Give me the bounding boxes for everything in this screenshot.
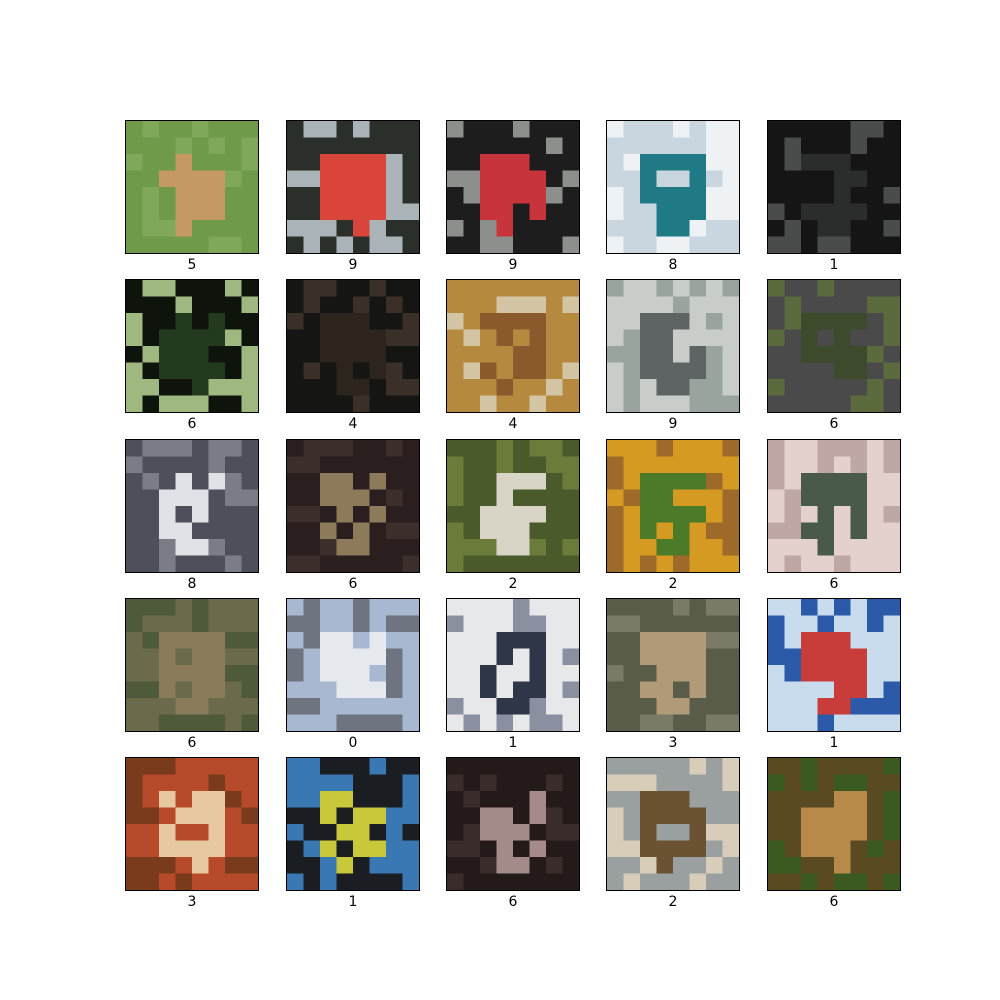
- sample-image-automobile: [446, 598, 580, 732]
- sample-image-frog: [446, 757, 580, 891]
- sample-label: 6: [829, 416, 839, 432]
- sample-image-automobile: [767, 120, 901, 254]
- grid-cell: 6: [767, 439, 901, 592]
- sample-image-frog: [125, 598, 259, 732]
- grid-cell: 1: [767, 120, 901, 273]
- sample-image-airplane: [286, 598, 420, 732]
- grid-cell: 9: [606, 279, 740, 432]
- sample-image-cat: [125, 757, 259, 891]
- sample-label: 4: [348, 416, 358, 432]
- grid-cell: 8: [125, 439, 259, 592]
- sample-image-frog: [767, 439, 901, 573]
- grid-cell: 1: [446, 598, 580, 751]
- sample-image-ship: [125, 439, 259, 573]
- grid-cell: 9: [446, 120, 580, 273]
- grid-cell: 2: [606, 439, 740, 592]
- grid-cell: 6: [286, 439, 420, 592]
- grid-cell: 6: [767, 279, 901, 432]
- grid-cell: 0: [286, 598, 420, 751]
- grid-cell: 5: [125, 120, 259, 273]
- sample-image-automobile: [767, 598, 901, 732]
- sample-image-ship: [606, 120, 740, 254]
- sample-image-bird: [606, 757, 740, 891]
- sample-label: 2: [668, 576, 678, 592]
- grid-cell: 9: [286, 120, 420, 273]
- sample-label: 9: [668, 416, 678, 432]
- sample-image-cat: [606, 598, 740, 732]
- sample-label: 9: [508, 257, 518, 273]
- sample-image-truck: [606, 279, 740, 413]
- sample-label: 1: [829, 735, 839, 751]
- grid-cell: 8: [606, 120, 740, 273]
- sample-image-deer: [446, 279, 580, 413]
- grid-cell: 1: [286, 757, 420, 910]
- sample-label: 6: [829, 894, 839, 910]
- grid-cell: 6: [446, 757, 580, 910]
- sample-image-automobile: [286, 757, 420, 891]
- grid-cell: 6: [767, 757, 901, 910]
- sample-label: 6: [829, 576, 839, 592]
- sample-image-frog: [767, 757, 901, 891]
- sample-label: 5: [187, 257, 197, 273]
- sample-image-truck: [286, 120, 420, 254]
- sample-label: 6: [508, 894, 518, 910]
- grid-cell: 6: [125, 279, 259, 432]
- sample-label: 6: [187, 416, 197, 432]
- grid-cell: 4: [286, 279, 420, 432]
- sample-label: 2: [508, 576, 518, 592]
- sample-image-bird: [606, 439, 740, 573]
- grid-cell: 3: [606, 598, 740, 751]
- sample-label: 0: [348, 735, 358, 751]
- sample-image-bird: [446, 439, 580, 573]
- sample-image-truck: [446, 120, 580, 254]
- sample-label: 8: [668, 257, 678, 273]
- grid-cell: 2: [446, 439, 580, 592]
- grid-cell: 6: [125, 598, 259, 751]
- sample-label: 3: [668, 735, 678, 751]
- sample-label: 8: [187, 576, 197, 592]
- grid-cell: 3: [125, 757, 259, 910]
- grid-cell: 1: [767, 598, 901, 751]
- sample-label: 9: [348, 257, 358, 273]
- sample-label: 2: [668, 894, 678, 910]
- sample-image-dog: [125, 120, 259, 254]
- sample-image-frog: [286, 439, 420, 573]
- sample-label: 6: [348, 576, 358, 592]
- sample-label: 6: [187, 735, 197, 751]
- sample-label: 4: [508, 416, 518, 432]
- sample-image-deer: [286, 279, 420, 413]
- sample-label: 1: [348, 894, 358, 910]
- grid-cell: 2: [606, 757, 740, 910]
- sample-image-frog: [125, 279, 259, 413]
- sample-label: 1: [508, 735, 518, 751]
- grid-cell: 4: [446, 279, 580, 432]
- sample-image-frog: [767, 279, 901, 413]
- sample-label: 1: [829, 257, 839, 273]
- sample-label: 3: [187, 894, 197, 910]
